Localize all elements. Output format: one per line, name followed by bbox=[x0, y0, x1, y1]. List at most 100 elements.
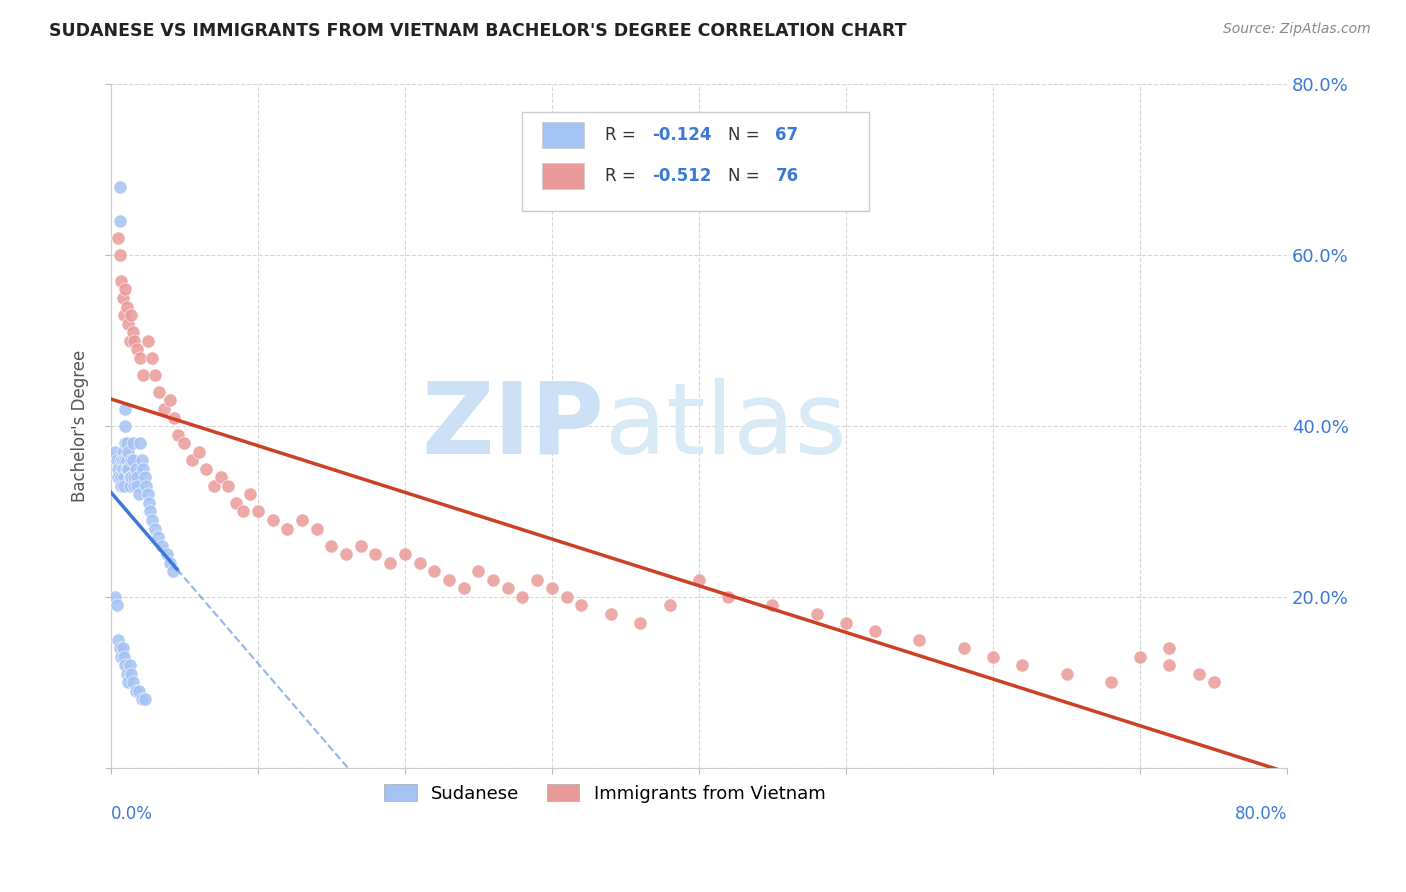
Point bbox=[104, 590, 127, 604]
Text: -0.124: -0.124 bbox=[652, 126, 711, 144]
Point bbox=[952, 641, 974, 656]
Point bbox=[195, 462, 218, 476]
Point bbox=[394, 547, 416, 561]
Point bbox=[107, 470, 129, 484]
Point bbox=[127, 470, 149, 484]
Point bbox=[1056, 666, 1078, 681]
Point bbox=[108, 641, 131, 656]
Point bbox=[908, 632, 931, 647]
Point bbox=[128, 487, 150, 501]
Point bbox=[202, 479, 225, 493]
Point bbox=[305, 522, 328, 536]
Point bbox=[115, 436, 138, 450]
Point bbox=[139, 504, 162, 518]
Point bbox=[143, 368, 166, 382]
Point bbox=[127, 479, 149, 493]
Point bbox=[108, 180, 131, 194]
Point bbox=[132, 368, 155, 382]
Point bbox=[118, 470, 141, 484]
Point bbox=[159, 556, 181, 570]
Point bbox=[120, 470, 142, 484]
Point bbox=[110, 274, 132, 288]
Point bbox=[112, 470, 135, 484]
Legend: Sudanese, Immigrants from Vietnam: Sudanese, Immigrants from Vietnam bbox=[377, 777, 832, 810]
Point bbox=[1188, 666, 1211, 681]
Point bbox=[114, 658, 136, 673]
Text: 76: 76 bbox=[775, 167, 799, 185]
Point bbox=[117, 462, 139, 476]
Point bbox=[453, 582, 475, 596]
Point bbox=[467, 564, 489, 578]
Point bbox=[111, 462, 134, 476]
Point bbox=[110, 470, 132, 484]
Point bbox=[146, 530, 169, 544]
Point bbox=[107, 231, 129, 245]
Point bbox=[981, 649, 1004, 664]
Point bbox=[1011, 658, 1033, 673]
Text: R =: R = bbox=[605, 167, 641, 185]
Point bbox=[105, 453, 128, 467]
Point bbox=[262, 513, 284, 527]
Text: R =: R = bbox=[605, 126, 641, 144]
Point bbox=[167, 427, 190, 442]
Point bbox=[526, 573, 548, 587]
Point bbox=[335, 547, 357, 561]
Point bbox=[131, 692, 153, 706]
Point bbox=[1099, 675, 1122, 690]
Point bbox=[124, 470, 146, 484]
Point bbox=[118, 334, 141, 348]
Point bbox=[217, 479, 239, 493]
Point bbox=[143, 522, 166, 536]
Point bbox=[114, 453, 136, 467]
Point bbox=[114, 436, 136, 450]
Point bbox=[512, 590, 534, 604]
Point bbox=[125, 683, 148, 698]
Point bbox=[291, 513, 314, 527]
Point bbox=[180, 453, 202, 467]
Point bbox=[408, 556, 430, 570]
Point bbox=[117, 675, 139, 690]
Point bbox=[188, 444, 211, 458]
Point bbox=[1159, 658, 1181, 673]
Point bbox=[105, 599, 128, 613]
Point bbox=[114, 282, 136, 296]
Point bbox=[110, 479, 132, 493]
Point bbox=[138, 496, 160, 510]
Point bbox=[120, 666, 142, 681]
Point bbox=[117, 317, 139, 331]
Text: 0.0%: 0.0% bbox=[111, 805, 153, 823]
Point bbox=[599, 607, 621, 621]
Point bbox=[1129, 649, 1152, 664]
Point bbox=[111, 444, 134, 458]
Point bbox=[209, 470, 232, 484]
Point bbox=[163, 410, 186, 425]
Point bbox=[117, 444, 139, 458]
Point bbox=[110, 453, 132, 467]
Point bbox=[141, 513, 163, 527]
Text: ZIP: ZIP bbox=[422, 377, 605, 475]
Point bbox=[628, 615, 651, 630]
Point bbox=[104, 444, 127, 458]
Text: N =: N = bbox=[728, 126, 765, 144]
Text: 67: 67 bbox=[775, 126, 799, 144]
Point bbox=[569, 599, 592, 613]
Point bbox=[108, 214, 131, 228]
Point bbox=[114, 419, 136, 434]
Point bbox=[131, 453, 153, 467]
Point bbox=[112, 479, 135, 493]
Point bbox=[129, 436, 152, 450]
Point bbox=[134, 692, 156, 706]
Point bbox=[378, 556, 401, 570]
Point bbox=[128, 683, 150, 698]
Point bbox=[121, 675, 143, 690]
Point bbox=[148, 384, 170, 399]
Point bbox=[115, 462, 138, 476]
Point bbox=[111, 453, 134, 467]
FancyBboxPatch shape bbox=[523, 112, 869, 211]
Point bbox=[111, 641, 134, 656]
Point bbox=[865, 624, 887, 638]
Text: SUDANESE VS IMMIGRANTS FROM VIETNAM BACHELOR'S DEGREE CORRELATION CHART: SUDANESE VS IMMIGRANTS FROM VIETNAM BACH… bbox=[49, 22, 907, 40]
Point bbox=[121, 453, 143, 467]
Point bbox=[276, 522, 298, 536]
Point bbox=[111, 291, 134, 305]
